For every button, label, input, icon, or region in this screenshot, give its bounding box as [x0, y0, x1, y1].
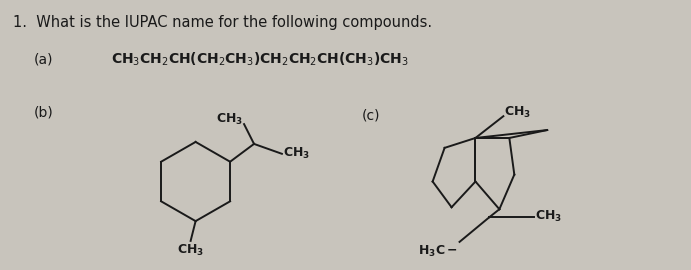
Text: (b): (b) — [33, 105, 53, 119]
Text: $\mathregular{CH_3}$: $\mathregular{CH_3}$ — [283, 146, 310, 161]
Text: 1.  What is the IUPAC name for the following compounds.: 1. What is the IUPAC name for the follow… — [13, 15, 433, 30]
Text: $\mathregular{CH_3}$: $\mathregular{CH_3}$ — [177, 243, 204, 258]
Text: $\mathregular{CH_3}$: $\mathregular{CH_3}$ — [536, 209, 562, 224]
Text: $\mathregular{H_3C-}$: $\mathregular{H_3C-}$ — [417, 244, 457, 259]
Text: $\mathregular{CH_3}$: $\mathregular{CH_3}$ — [504, 105, 531, 120]
Text: $\mathregular{CH_3}$: $\mathregular{CH_3}$ — [216, 112, 243, 127]
Text: CH$_3$CH$_2$CH(CH$_2$CH$_3$)CH$_2$CH$_2$CH(CH$_3$)CH$_3$: CH$_3$CH$_2$CH(CH$_2$CH$_3$)CH$_2$CH$_2$… — [111, 51, 409, 68]
Text: (a): (a) — [33, 53, 53, 67]
Text: (c): (c) — [362, 108, 381, 122]
